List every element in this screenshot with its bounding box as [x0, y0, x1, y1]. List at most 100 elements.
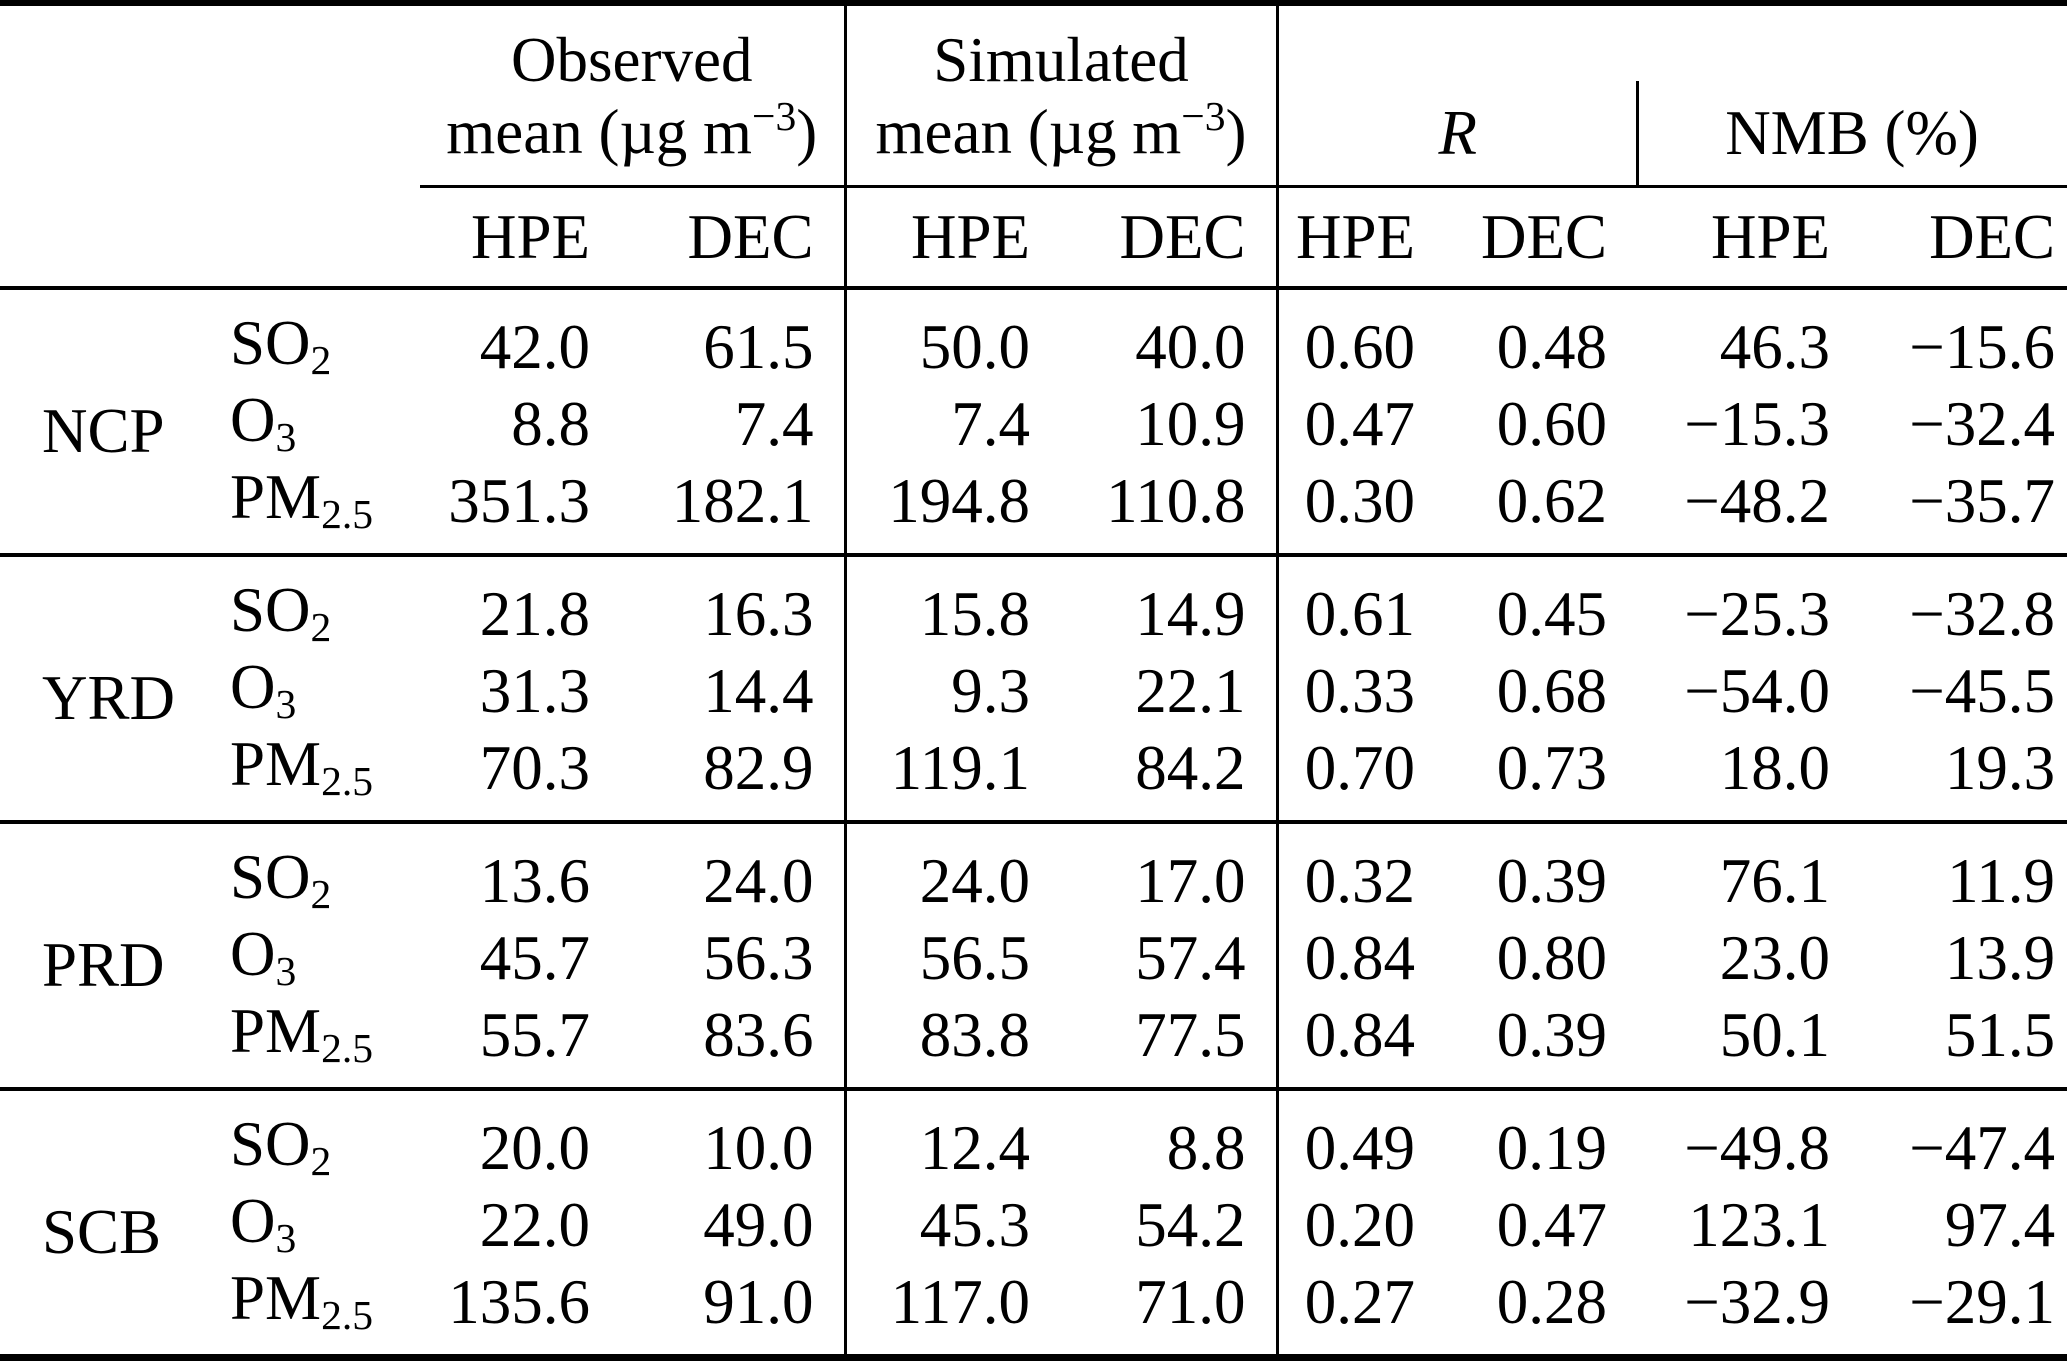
- cell-sim-dec: 14.9: [1135, 578, 1246, 649]
- species-label: SO2: [230, 842, 332, 918]
- cell-sim-hpe: 9.3: [843, 652, 1061, 729]
- cell-r-dec: 0.62: [1445, 462, 1638, 557]
- cell-r-dec: 0.28: [1445, 1263, 1638, 1360]
- region-label: PRD: [0, 822, 230, 1091]
- cell-obs-hpe: 55.7: [420, 996, 620, 1091]
- group-title-line1: Observed: [511, 25, 753, 95]
- cell-sim-hpe: 24.0: [843, 822, 1061, 919]
- species-label: O3: [230, 385, 297, 461]
- cell-sim-hpe: 7.4: [843, 385, 1061, 462]
- cell-obs-dec: 56.3: [703, 922, 814, 993]
- cell-obs-dec: 61.5: [703, 311, 814, 382]
- unit-exponent: −3: [752, 93, 797, 140]
- species-label: O3: [230, 919, 297, 995]
- cell-r-hpe: 0.60: [1275, 288, 1446, 385]
- table-row: PM2.5 135.6 91.0 117.0 71.0 0.27 0.28 −3…: [0, 1263, 2067, 1360]
- cell-nmb-hpe: 76.1: [1719, 845, 1831, 916]
- cell-obs-dec: 83.6: [620, 996, 846, 1091]
- cell-sim-hpe: 15.8: [843, 555, 1061, 652]
- col-group-simulated-mean: Simulated mean (µg m−3): [843, 3, 1278, 188]
- cell-obs-hpe: 21.8: [479, 578, 590, 649]
- col-group-correlation: R: [1275, 3, 1638, 188]
- cell-nmb-dec: 19.3: [1860, 729, 2067, 824]
- cell-sim-dec: 57.4: [1135, 922, 1246, 993]
- cell-nmb-hpe: −32.9: [1637, 1263, 1861, 1360]
- cell-obs-dec: 16.3: [703, 578, 814, 649]
- cell-obs-hpe: 70.3: [420, 729, 620, 824]
- region-label: NCP: [0, 288, 230, 557]
- table-row: YRD SO2 21.8 16.3 15.8 14.9 0.61 0.45 −2…: [0, 555, 2067, 824]
- cell-r-dec: 0.19: [1496, 1112, 1608, 1183]
- cell-sim-hpe: 117.0: [843, 1263, 1061, 1360]
- cell-nmb-hpe: −15.3: [1684, 388, 1831, 459]
- cell-sim-dec: 54.2: [1135, 1189, 1246, 1260]
- cell-sim-hpe: 119.1: [843, 729, 1061, 824]
- cell-obs-dec: 24.0: [703, 845, 814, 916]
- group-header-row: Observed mean (µg m−3) Simulated mean (µ…: [0, 3, 2067, 188]
- cell-obs-hpe: 13.6: [479, 845, 590, 916]
- cell-sim-dec: 71.0: [1060, 1263, 1278, 1360]
- cell-r-dec: 0.47: [1496, 1189, 1608, 1260]
- region-label: SCB: [0, 1089, 230, 1360]
- subcol-sim-dec: DEC: [1060, 186, 1278, 290]
- cell-sim-hpe: 83.8: [843, 996, 1061, 1091]
- cell-obs-hpe: 45.7: [479, 922, 590, 993]
- cell-nmb-dec: 97.4: [1944, 1189, 2056, 1260]
- table-row: O3 22.0 49.0 45.3 54.2 0.20 0.47 123.1 9…: [0, 1186, 2067, 1263]
- species-label: PM2.5: [230, 462, 420, 557]
- cell-sim-hpe: 50.0: [843, 288, 1061, 385]
- subcol-obs-dec: DEC: [620, 186, 846, 290]
- species-label: O3: [230, 652, 297, 728]
- species-label: PM2.5: [230, 729, 420, 824]
- cell-nmb-hpe: 123.1: [1688, 1189, 1831, 1260]
- group-title-line2: mean (µg m−3): [875, 93, 1247, 167]
- cell-obs-dec: 182.1: [620, 462, 846, 557]
- cell-obs-hpe: 135.6: [420, 1263, 620, 1360]
- cell-r-dec: 0.45: [1496, 578, 1608, 649]
- subcol-r-hpe: HPE: [1275, 186, 1446, 290]
- group-title-nmb: NMB (%): [1725, 98, 1979, 168]
- species-label: SO2: [230, 308, 332, 384]
- cell-nmb-dec: −32.4: [1909, 388, 2056, 459]
- cell-r-dec: 0.73: [1445, 729, 1638, 824]
- cell-obs-dec: 82.9: [620, 729, 846, 824]
- cell-nmb-dec: −45.5: [1909, 655, 2056, 726]
- cell-obs-hpe: 42.0: [479, 311, 590, 382]
- cell-obs-dec: 14.4: [703, 655, 814, 726]
- sub-header-row: HPE DEC HPE DEC HPE DEC HPE DEC: [0, 186, 2067, 290]
- cell-sim-hpe: 56.5: [843, 919, 1061, 996]
- cell-r-dec: 0.39: [1445, 996, 1638, 1091]
- subcol-nmb-hpe: HPE: [1637, 186, 1861, 290]
- cell-nmb-hpe: 23.0: [1719, 922, 1831, 993]
- cell-nmb-dec: 11.9: [1947, 845, 2056, 916]
- group-title-line2: mean (µg m−3): [446, 93, 818, 167]
- cell-nmb-hpe: 18.0: [1637, 729, 1861, 824]
- cell-r-dec: 0.68: [1496, 655, 1608, 726]
- cell-r-dec: 0.80: [1496, 922, 1608, 993]
- table-row: PRD SO2 13.6 24.0 24.0 17.0 0.32 0.39 76…: [0, 822, 2067, 1091]
- subcol-nmb-dec: DEC: [1860, 186, 2067, 290]
- cell-r-hpe: 0.32: [1275, 822, 1446, 919]
- table-row: PM2.5 70.3 82.9 119.1 84.2 0.70 0.73 18.…: [0, 729, 2067, 824]
- cell-r-hpe: 0.20: [1275, 1186, 1446, 1263]
- cell-r-dec: 0.60: [1496, 388, 1608, 459]
- cell-obs-dec: 49.0: [703, 1189, 814, 1260]
- cell-sim-hpe: 45.3: [843, 1186, 1061, 1263]
- species-label: PM2.5: [230, 996, 420, 1091]
- cell-sim-hpe: 194.8: [843, 462, 1061, 557]
- cell-nmb-hpe: −54.0: [1684, 655, 1831, 726]
- subcol-obs-hpe: HPE: [420, 186, 620, 290]
- cell-r-hpe: 0.30: [1275, 462, 1446, 557]
- cell-obs-hpe: 351.3: [420, 462, 620, 557]
- cell-nmb-dec: −15.6: [1909, 311, 2056, 382]
- unit-exponent: −3: [1181, 93, 1226, 140]
- subcol-sim-hpe: HPE: [843, 186, 1061, 290]
- cell-sim-dec: 17.0: [1135, 845, 1246, 916]
- cell-r-hpe: 0.49: [1275, 1089, 1446, 1186]
- cell-sim-dec: 40.0: [1135, 311, 1246, 382]
- cell-nmb-dec: 51.5: [1860, 996, 2067, 1091]
- cell-r-dec: 0.39: [1496, 845, 1608, 916]
- cell-r-hpe: 0.84: [1275, 919, 1446, 996]
- cell-sim-dec: 77.5: [1060, 996, 1278, 1091]
